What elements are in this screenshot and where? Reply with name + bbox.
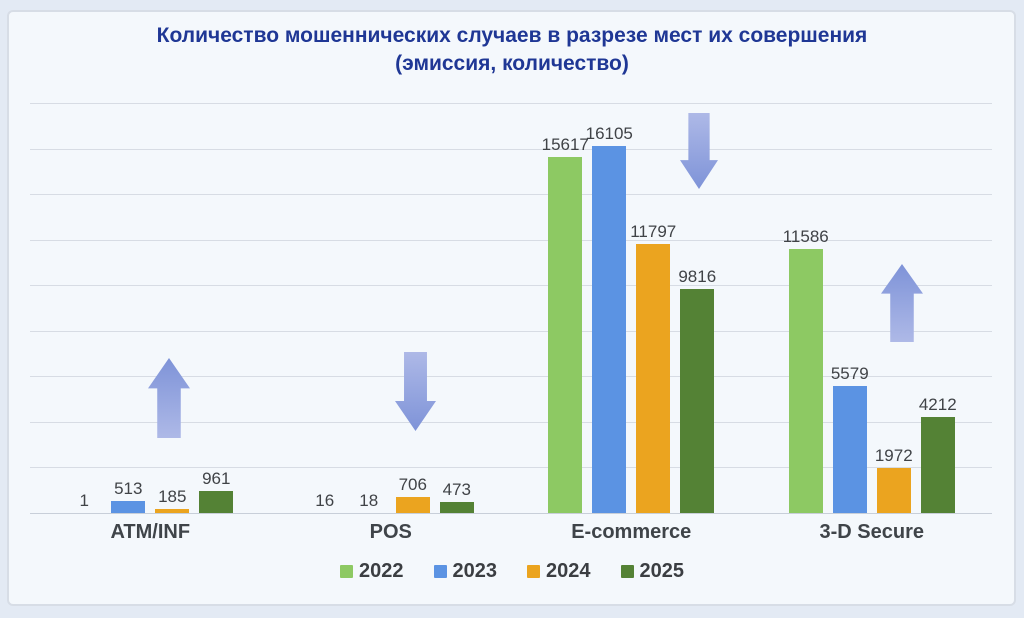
chart-card xyxy=(7,10,1016,606)
bar-value-2024-3-D Secure: 1972 xyxy=(874,446,913,466)
bar-value-2025-POS: 473 xyxy=(442,480,471,500)
legend-item-2022: 2022 xyxy=(340,560,404,583)
legend-label-2023: 2023 xyxy=(452,560,498,582)
bar-value-2023-E-commerce: 16105 xyxy=(585,124,633,144)
bar-2025-3-D Secure xyxy=(920,417,955,513)
bar-value-2025-ATM/INF: 961 xyxy=(202,469,231,489)
category-label-POS: POS xyxy=(369,521,412,543)
bar-value-2023-POS: 18 xyxy=(359,490,379,510)
bar-2023-E-commerce xyxy=(592,146,627,513)
bar-2023-ATM/INF xyxy=(111,501,146,513)
gridline-16000 xyxy=(30,148,992,150)
legend-item-2024: 2024 xyxy=(527,560,591,583)
bar-value-2023-3-D Secure: 5579 xyxy=(830,363,869,383)
bar-value-2022-3-D Secure: 11586 xyxy=(782,227,829,247)
legend-swatch-2023 xyxy=(433,565,447,578)
legend-swatch-2025 xyxy=(620,565,634,578)
gridline-2000 xyxy=(30,467,992,469)
bar-2022-3-D Secure xyxy=(788,249,823,513)
category-label-3-D Secure: 3-D Secure xyxy=(819,521,925,543)
gridline-12000 xyxy=(30,239,992,241)
bar-2025-POS xyxy=(439,502,474,513)
chart-title: Количество мошеннических случаев в разре… xyxy=(0,22,1024,78)
bar-2022-E-commerce xyxy=(548,157,583,513)
legend-label-2025: 2025 xyxy=(639,560,685,582)
bar-2024-3-D Secure xyxy=(876,468,911,513)
bar-2024-E-commerce xyxy=(636,244,671,513)
gridline-6000 xyxy=(30,376,992,378)
bar-value-2024-ATM/INF: 185 xyxy=(158,486,187,506)
bar-value-2025-E-commerce: 9816 xyxy=(678,267,717,287)
legend-item-2023: 2023 xyxy=(433,560,498,583)
bar-2024-ATM/INF xyxy=(155,508,190,513)
chart-title-line-1: Количество мошеннических случаев в разре… xyxy=(156,24,868,47)
bar-value-2022-ATM/INF: 1 xyxy=(79,490,89,510)
bar-2024-POS xyxy=(395,496,430,513)
bar-value-2024-POS: 706 xyxy=(398,474,427,494)
gridline-18000 xyxy=(30,103,992,104)
legend-swatch-2024 xyxy=(527,565,540,578)
legend-label-2022: 2022 xyxy=(359,560,404,582)
bar-value-2025-3-D Secure: 4212 xyxy=(918,395,957,415)
bar-2025-ATM/INF xyxy=(199,491,234,513)
gridline-14000 xyxy=(30,194,992,196)
x-axis-line xyxy=(30,513,992,514)
legend-label-2024: 2024 xyxy=(546,560,591,582)
category-label-E-commerce: E-commerce xyxy=(571,521,692,543)
gridline-10000 xyxy=(30,285,992,287)
bar-value-2024-E-commerce: 11797 xyxy=(630,222,677,242)
gridline-8000 xyxy=(30,330,992,332)
bar-2025-E-commerce xyxy=(680,289,715,513)
chart-legend: 2022 2023 2024 2025 xyxy=(0,560,1024,583)
category-label-ATM/INF: ATM/INF xyxy=(110,521,191,543)
gridline-4000 xyxy=(30,421,992,423)
legend-swatch-2022 xyxy=(340,565,353,578)
bar-value-2022-E-commerce: 15617 xyxy=(541,135,589,155)
bar-value-2023-ATM/INF: 513 xyxy=(114,479,143,499)
bar-2023-3-D Secure xyxy=(832,385,867,513)
legend-item-2025: 2025 xyxy=(620,560,685,583)
bar-value-2022-POS: 16 xyxy=(315,490,335,510)
chart-title-line-2: (эмиссия, количество) xyxy=(395,52,629,75)
